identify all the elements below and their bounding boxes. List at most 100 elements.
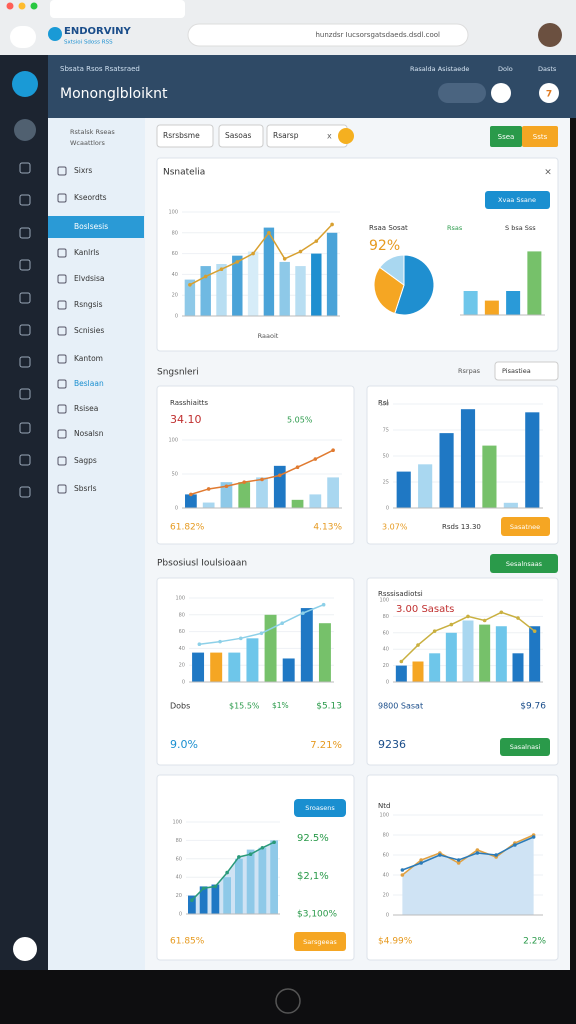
rail-bottom[interactable]	[13, 937, 37, 961]
sidebar-item[interactable]: Scnisies	[74, 326, 104, 335]
bar	[202, 502, 215, 508]
point	[400, 868, 405, 872]
sidebar-item[interactable]: Sixrs	[74, 166, 92, 175]
action-orange[interactable]	[522, 126, 558, 147]
rail-icon[interactable]	[19, 259, 31, 271]
point	[438, 853, 442, 857]
card-button[interactable]	[501, 517, 550, 536]
point	[189, 492, 193, 497]
sidebar-item[interactable]: Sbsrls	[74, 484, 97, 493]
rail-icon[interactable]	[19, 388, 31, 400]
pie-slice	[373, 266, 405, 315]
sidebar-item[interactable]: Sagps	[74, 456, 97, 465]
sidebar-icon	[57, 326, 67, 336]
point	[225, 870, 229, 875]
close[interactable]: ×	[544, 168, 552, 178]
url-bar[interactable]	[187, 23, 469, 47]
sidebar-icon	[57, 193, 67, 203]
bar	[462, 620, 474, 682]
action-green[interactable]	[490, 126, 522, 147]
card	[156, 157, 559, 352]
filter-close[interactable]: x	[327, 132, 332, 141]
y-tick-label: 100	[379, 813, 389, 819]
sidebar-item[interactable]: Kanlrls	[74, 248, 99, 257]
select-value[interactable]: Pisastiea	[502, 367, 531, 375]
sidebar-heading: Wcaattlors	[70, 139, 106, 147]
bar	[264, 614, 277, 682]
filter-tab-label[interactable]: Sasoas	[225, 131, 251, 140]
point	[321, 602, 326, 607]
header-link[interactable]: Dasts	[538, 65, 557, 73]
y-tick-label: 100	[379, 402, 389, 408]
header-btn[interactable]	[491, 83, 511, 103]
header-link[interactable]: Dolo	[498, 65, 513, 73]
bar	[484, 300, 499, 315]
rail-icon[interactable]	[19, 356, 31, 368]
filter-tab-label[interactable]: Rsrsbsme	[163, 131, 200, 140]
y-tick-label: 25	[383, 480, 389, 486]
bar	[234, 858, 243, 914]
rail-icon[interactable]	[19, 194, 31, 206]
rail-icon[interactable]	[19, 454, 31, 466]
back-button[interactable]	[10, 26, 36, 48]
header-link[interactable]: Rasalda Asistaede	[410, 65, 469, 73]
sidebar-item[interactable]: Kseordts	[74, 193, 107, 202]
window-dot	[18, 2, 26, 10]
bar	[300, 608, 313, 682]
rail-icon[interactable]	[19, 227, 31, 239]
y-tick-label: 0	[386, 680, 389, 686]
button-label[interactable]: Sarsgeeas	[303, 938, 337, 946]
button-label[interactable]: Sasatnee	[510, 523, 540, 531]
rail-logo[interactable]	[12, 71, 38, 97]
point	[260, 845, 265, 850]
rail-icon[interactable]	[19, 292, 31, 304]
stat-value: 92%	[369, 238, 400, 254]
action-label[interactable]: Ssea	[498, 133, 515, 141]
button-label[interactable]: Xvaa Ssane	[498, 196, 536, 204]
sidebar-item[interactable]: Beslaan	[74, 379, 104, 388]
card-title: Rsssisadiotsi	[378, 590, 423, 598]
rail-icon[interactable]	[19, 324, 31, 336]
home-button[interactable]	[275, 988, 301, 1014]
point	[532, 629, 537, 633]
rail-avatar[interactable]	[14, 119, 36, 141]
rail-icon[interactable]	[19, 162, 31, 174]
button-label[interactable]: Sroasens	[305, 804, 335, 812]
stat-value: 34.10	[170, 413, 202, 426]
point	[218, 639, 222, 644]
card-button[interactable]	[500, 738, 550, 756]
filter-tab-label[interactable]: Rsarsp	[273, 131, 299, 140]
rail-icon[interactable]	[19, 486, 31, 498]
sidebar-item[interactable]: Elvdsisa	[74, 274, 105, 283]
sidebar-icon	[57, 456, 67, 466]
section-button[interactable]	[490, 554, 558, 573]
filter-tab[interactable]	[218, 124, 264, 148]
sidebar-item[interactable]: Rsisea	[74, 404, 98, 413]
sidebar-icon	[57, 484, 67, 494]
header-pill[interactable]	[438, 83, 486, 103]
header-badge-bg[interactable]	[539, 83, 559, 103]
sidebar-item[interactable]: Kantom	[74, 354, 103, 363]
button-label[interactable]: Sesalnsaas	[506, 560, 543, 568]
action-label[interactable]: Ssts	[533, 133, 548, 141]
stat-value: $2,1%	[297, 871, 329, 882]
card-button[interactable]	[294, 799, 346, 817]
filter-dot[interactable]	[338, 128, 354, 144]
sidebar-item[interactable]: Boslsesis	[74, 222, 108, 231]
card-button[interactable]	[294, 932, 346, 951]
mid-value: 9800 Sasat	[378, 702, 423, 711]
y-tick-label: 20	[383, 663, 389, 669]
sidebar-item[interactable]: Rsngsis	[74, 300, 103, 309]
point	[301, 611, 305, 615]
point	[282, 257, 287, 261]
footer-value: 3.07%	[382, 523, 408, 532]
select[interactable]	[494, 361, 559, 381]
y-tick-label: 80	[179, 612, 185, 618]
button-label[interactable]: Sasalnasi	[510, 743, 541, 751]
overview-button[interactable]	[485, 191, 550, 209]
filter-tab[interactable]	[156, 124, 214, 148]
sidebar-icon	[57, 166, 67, 176]
rail-icon[interactable]	[19, 422, 31, 434]
card-title: Nsnatelia	[163, 168, 205, 178]
sidebar-item[interactable]: Nosalsn	[74, 429, 104, 438]
